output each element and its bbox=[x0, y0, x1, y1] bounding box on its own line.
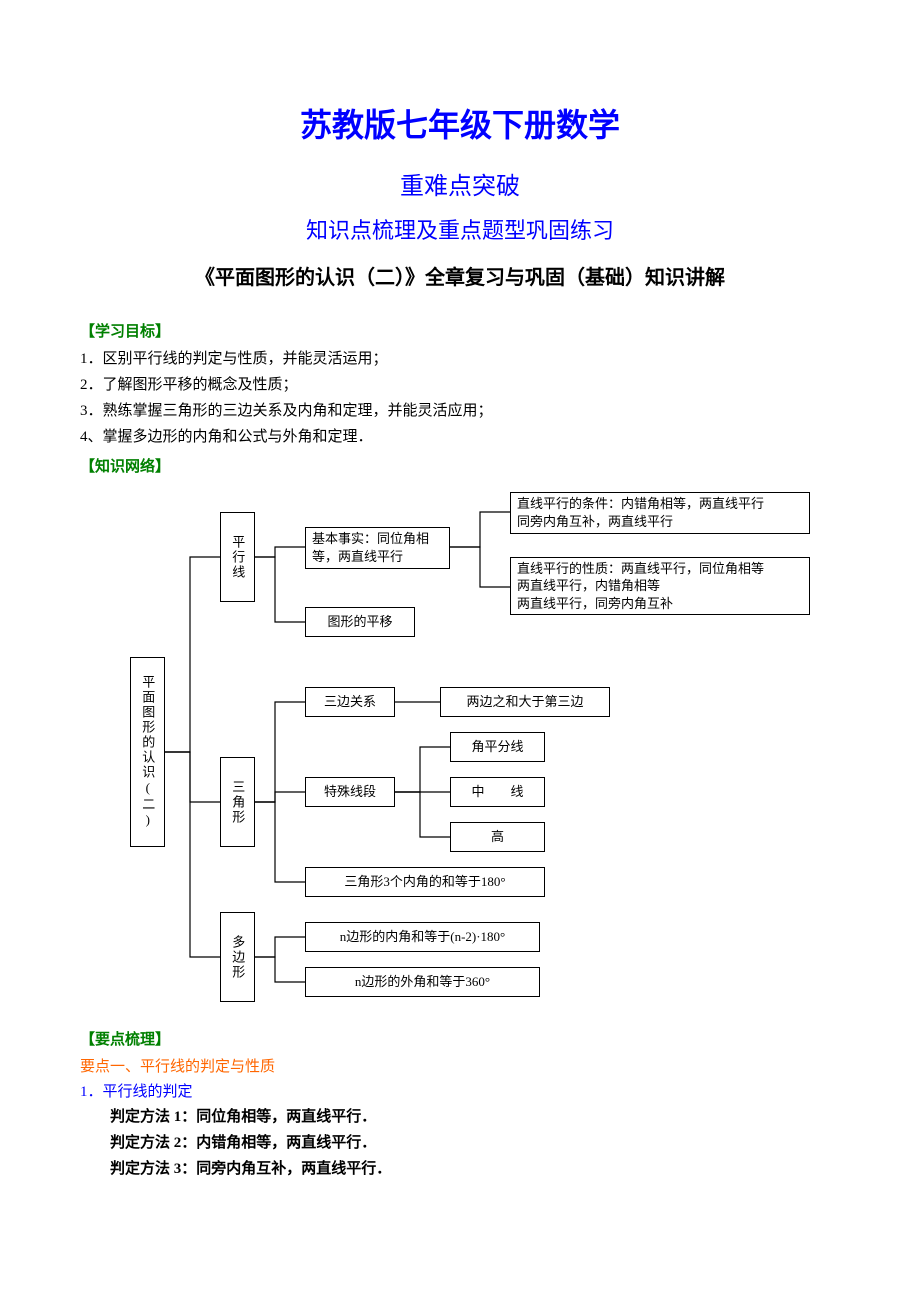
node-median: 中 线 bbox=[450, 777, 545, 807]
method-item: 判定方法 2：内错角相等，两直线平行． bbox=[80, 1131, 840, 1155]
node-parallel: 平行线 bbox=[220, 512, 255, 602]
node-polygon: 多边形 bbox=[220, 912, 255, 1002]
node-side-rule: 两边之和大于第三边 bbox=[440, 687, 610, 717]
goal-item: 1．区别平行线的判定与性质，并能灵活运用； bbox=[80, 347, 840, 371]
goal-item: 3．熟练掌握三角形的三边关系及内角和定理，并能灵活应用； bbox=[80, 399, 840, 423]
title-sub2: 知识点梳理及重点题型巩固练习 bbox=[80, 213, 840, 245]
node-altitude: 高 bbox=[450, 822, 545, 852]
node-basic-fact: 基本事实：同位角相等，两直线平行 bbox=[305, 527, 450, 569]
node-angle-sum: 三角形3个内角的和等于180° bbox=[305, 867, 545, 897]
method-item: 判定方法 1：同位角相等，两直线平行． bbox=[80, 1105, 840, 1129]
title-main: 苏教版七年级下册数学 bbox=[80, 100, 840, 146]
node-triangle: 三角形 bbox=[220, 757, 255, 847]
node-parallel-condition: 直线平行的条件：内错角相等，两直线平行 同旁内角互补，两直线平行 bbox=[510, 492, 810, 534]
node-translate: 图形的平移 bbox=[305, 607, 415, 637]
knowledge-network-diagram: 平面图形的认识(二) 平行线 三角形 多边形 基本事实：同位角相等，两直线平行 … bbox=[120, 492, 820, 1012]
node-root: 平面图形的认识(二) bbox=[130, 657, 165, 847]
title-sub1: 重难点突破 bbox=[80, 166, 840, 201]
network-header: 【知识网络】 bbox=[80, 455, 840, 476]
node-bisector: 角平分线 bbox=[450, 732, 545, 762]
goal-item: 2．了解图形平移的概念及性质； bbox=[80, 373, 840, 397]
node-side-relation: 三边关系 bbox=[305, 687, 395, 717]
point-one-header: 要点一、平行线的判定与性质 bbox=[80, 1055, 840, 1076]
node-special-segments: 特殊线段 bbox=[305, 777, 395, 807]
points-header: 【要点梳理】 bbox=[80, 1028, 840, 1049]
method-item: 判定方法 3：同旁内角互补，两直线平行． bbox=[80, 1157, 840, 1181]
node-n-exterior: n边形的外角和等于360° bbox=[305, 967, 540, 997]
title-chapter: 《平面图形的认识（二）》全章复习与巩固（基础）知识讲解 bbox=[80, 261, 840, 290]
goals-header: 【学习目标】 bbox=[80, 320, 840, 341]
node-n-interior: n边形的内角和等于(n-2)·180° bbox=[305, 922, 540, 952]
node-parallel-property: 直线平行的性质：两直线平行，同位角相等 两直线平行，内错角相等 两直线平行，同旁… bbox=[510, 557, 810, 615]
subpoint-header: 1．平行线的判定 bbox=[80, 1080, 840, 1101]
goal-item: 4、掌握多边形的内角和公式与外角和定理． bbox=[80, 425, 840, 449]
